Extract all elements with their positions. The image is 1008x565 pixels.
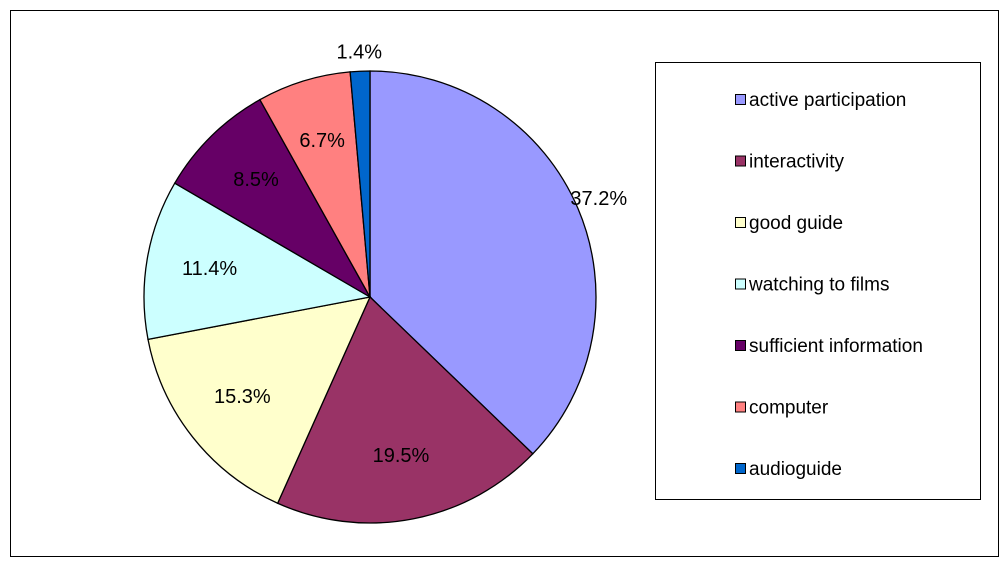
legend-label: audioguide [749,459,842,480]
pie-slice [276,295,534,524]
pie-slice [173,98,372,299]
pie-slice [147,296,372,505]
legend-label: good guide [749,213,843,234]
data-label: 1.4% [336,41,382,63]
data-label: 11.4% [182,258,237,280]
legend-swatch [735,463,746,474]
legend-swatch [735,217,746,228]
pie-slice [349,70,371,298]
legend-swatch [735,155,746,167]
legend-label: computer [749,398,829,419]
data-label: 8.5% [233,169,279,191]
data-label: 6.7% [299,130,345,152]
pie-slice [369,70,597,455]
data-label: 37.2% [570,188,627,210]
legend-swatch [735,278,746,290]
pie-slice [143,182,372,341]
legend-label: sufficient information [749,336,923,357]
legend-label: active participation [749,90,906,111]
legend-box [655,62,981,500]
legend-swatch [735,94,746,105]
data-label: 19.5% [373,445,430,467]
legend-swatch [735,340,746,351]
legend-label: watching to films [748,275,889,296]
legend-swatch [735,401,746,413]
legend-label: interactivity [749,152,845,173]
data-label: 15.3% [214,386,271,408]
